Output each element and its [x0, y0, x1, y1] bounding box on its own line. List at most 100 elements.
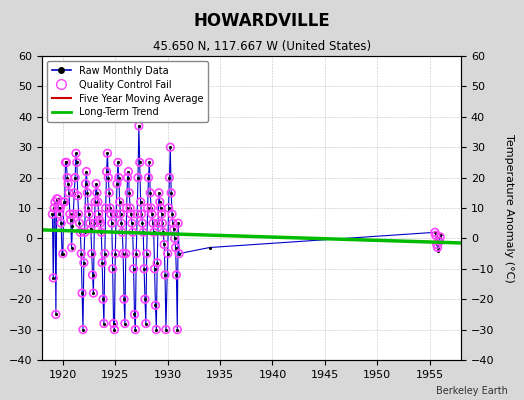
Point [128, 229, 137, 236]
Point [136, 199, 145, 205]
Point [69, 211, 78, 217]
Point [146, 190, 155, 196]
Point [62, 159, 71, 166]
Point [83, 190, 92, 196]
Point [144, 205, 152, 211]
Point [81, 180, 90, 187]
Point [173, 326, 181, 333]
Point [101, 250, 109, 257]
Point [147, 205, 155, 211]
Point [108, 266, 117, 272]
Point [77, 250, 85, 257]
Point [114, 159, 122, 166]
Point [129, 266, 138, 272]
Point [76, 229, 84, 236]
Point [117, 220, 126, 226]
Y-axis label: Temperature Anomaly (°C): Temperature Anomaly (°C) [504, 134, 514, 282]
Text: 45.650 N, 117.667 W (United States): 45.650 N, 117.667 W (United States) [153, 40, 371, 53]
Point [125, 190, 134, 196]
Point [119, 250, 127, 257]
Point [157, 211, 166, 217]
Point [113, 180, 121, 187]
Point [49, 275, 58, 281]
Point [82, 168, 91, 175]
Point [170, 235, 179, 242]
Legend: Raw Monthly Data, Quality Control Fail, Five Year Moving Average, Long-Term Tren: Raw Monthly Data, Quality Control Fail, … [47, 61, 208, 122]
Point [167, 190, 176, 196]
Point [152, 326, 160, 333]
Point [149, 220, 157, 226]
Point [432, 232, 440, 238]
Point [107, 220, 116, 226]
Point [115, 174, 123, 181]
Point [84, 205, 92, 211]
Point [100, 320, 108, 327]
Point [94, 199, 102, 205]
Point [138, 220, 147, 226]
Point [157, 205, 165, 211]
Point [127, 211, 135, 217]
Point [64, 180, 72, 187]
Point [166, 144, 174, 150]
Point [107, 211, 115, 217]
Point [65, 190, 73, 196]
Point [148, 211, 156, 217]
Point [154, 220, 162, 226]
Point [165, 174, 173, 181]
Point [104, 174, 113, 181]
Point [160, 241, 168, 248]
Point [174, 220, 182, 226]
Point [90, 220, 99, 226]
Point [128, 220, 136, 226]
Point [67, 217, 75, 223]
Point [168, 211, 176, 217]
Point [139, 229, 147, 236]
Point [59, 250, 67, 257]
Point [105, 190, 113, 196]
Point [137, 211, 146, 217]
Point [89, 272, 97, 278]
Point [95, 217, 104, 223]
Point [122, 250, 130, 257]
Point [130, 311, 139, 318]
Point [110, 326, 118, 333]
Point [96, 220, 105, 226]
Point [112, 211, 121, 217]
Point [60, 199, 69, 205]
Point [124, 168, 133, 175]
Point [431, 229, 439, 236]
Point [80, 260, 88, 266]
Point [56, 205, 64, 211]
Text: HOWARDVILLE: HOWARDVILLE [194, 12, 330, 30]
Point [141, 320, 150, 327]
Point [145, 159, 154, 166]
Point [170, 226, 178, 232]
Point [156, 199, 164, 205]
Point [126, 205, 134, 211]
Point [79, 326, 87, 333]
Point [86, 226, 95, 232]
Point [116, 211, 125, 217]
Point [121, 320, 129, 327]
Point [144, 174, 152, 181]
Point [135, 123, 143, 129]
Point [57, 220, 66, 226]
Point [51, 199, 59, 205]
Point [432, 241, 441, 248]
Point [98, 260, 106, 266]
Point [97, 229, 105, 236]
Point [68, 244, 76, 251]
Point [151, 302, 160, 308]
Point [171, 244, 180, 251]
Text: Berkeley Earth: Berkeley Earth [436, 386, 508, 396]
Point [123, 205, 131, 211]
Point [102, 205, 110, 211]
Point [115, 199, 124, 205]
Point [106, 205, 114, 211]
Point [133, 211, 141, 217]
Point [75, 220, 84, 226]
Point [136, 159, 144, 166]
Point [86, 220, 94, 226]
Point [48, 211, 57, 217]
Point [52, 311, 60, 318]
